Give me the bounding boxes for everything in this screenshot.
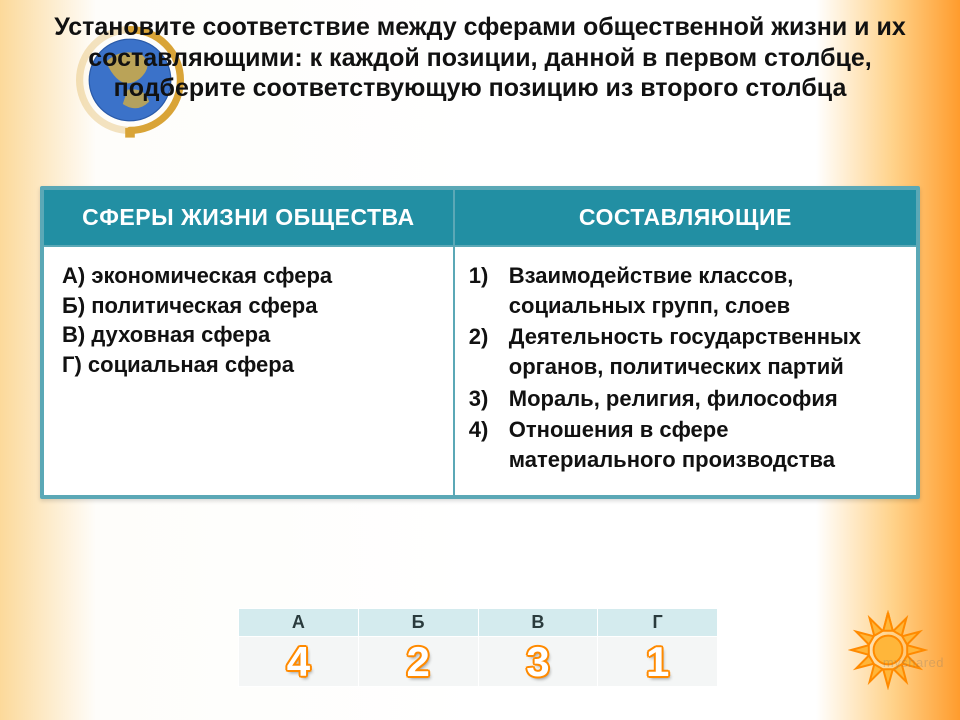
watermark: myshared xyxy=(883,655,944,670)
t: Деятельность государственных органов, по… xyxy=(509,322,898,381)
col1-item: В) духовная сфера xyxy=(62,320,435,350)
col-header-spheres: СФЕРЫ ЖИЗНИ ОБЩЕСТВА xyxy=(43,189,454,246)
t: Взаимодействие классов, социальных групп… xyxy=(509,261,898,320)
ans-value: 1 xyxy=(646,638,669,685)
n: 1) xyxy=(469,261,495,320)
ans-value: 3 xyxy=(526,638,549,685)
col-header-components: СОСТАВЛЯЮЩИЕ xyxy=(454,189,917,246)
n: 4) xyxy=(469,415,495,474)
col1-item: Б) политическая сфера xyxy=(62,291,435,321)
match-table: СФЕРЫ ЖИЗНИ ОБЩЕСТВА СОСТАВЛЯЮЩИЕ А) эко… xyxy=(40,186,920,499)
n: 2) xyxy=(469,322,495,381)
col1-item: А) экономическая сфера xyxy=(62,261,435,291)
ans-label: Г xyxy=(598,609,718,637)
t: Отношения в сфере материального производ… xyxy=(509,415,898,474)
ans-value: 4 xyxy=(287,638,310,685)
t: Мораль, религия, философия xyxy=(509,384,838,414)
answer-table: А Б В Г 4 2 3 1 xyxy=(238,608,718,687)
col1-cell: А) экономическая сфера Б) политическая с… xyxy=(43,246,454,496)
page-title: Установите соответствие между сферами об… xyxy=(0,0,960,104)
sun-icon[interactable] xyxy=(848,610,928,690)
ans-label: Б xyxy=(358,609,478,637)
ans-value: 2 xyxy=(406,638,429,685)
n: 3) xyxy=(469,384,495,414)
ans-label: В xyxy=(478,609,598,637)
ans-label: А xyxy=(239,609,359,637)
col1-item: Г) социальная сфера xyxy=(62,350,435,380)
col2-cell: 1)Взаимодействие классов, социальных гру… xyxy=(454,246,917,496)
